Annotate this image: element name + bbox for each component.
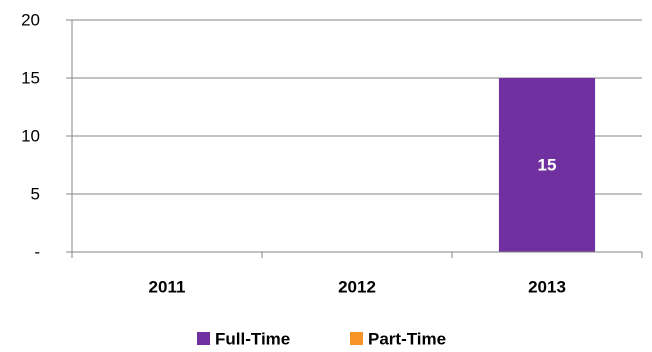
bar-layer [498, 78, 596, 252]
x-tick-label: 2012 [338, 278, 376, 297]
x-tick-label: 2011 [149, 278, 186, 297]
legend-swatch [197, 332, 210, 345]
y-tick-label: - [34, 243, 40, 262]
data-label: 15 [538, 156, 557, 175]
y-tick-label: 15 [21, 69, 40, 88]
legend-swatch [350, 332, 363, 345]
label-layer: 15 [538, 156, 557, 175]
legend-label: Part-Time [368, 330, 446, 349]
legend-layer: Full-Time Part-Time [197, 330, 446, 349]
x-tick-label: 2013 [528, 278, 566, 297]
y-tick-label: 5 [31, 185, 40, 204]
y-tick-label: 20 [21, 11, 40, 30]
y-tick-label: 10 [21, 127, 40, 146]
bar-full-time [498, 78, 596, 252]
legend-label: Full-Time [215, 330, 290, 349]
axis-layer: - 5 10 15 20 2011 2012 2013 [21, 11, 643, 297]
